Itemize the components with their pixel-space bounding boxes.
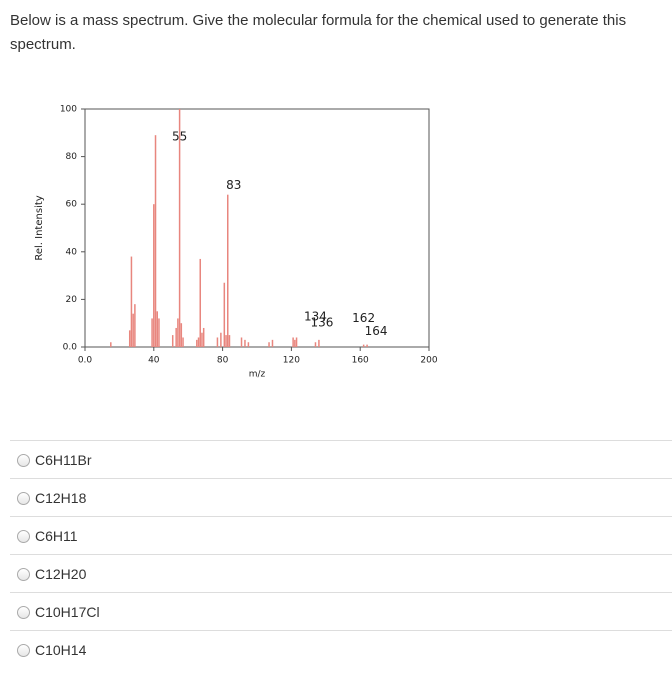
peak <box>240 337 243 347</box>
answer-option[interactable]: C12H20 <box>10 554 672 593</box>
x-tick-label: 40 <box>148 356 160 366</box>
radio-button[interactable] <box>17 530 30 543</box>
peak <box>225 335 227 347</box>
peak <box>180 323 183 347</box>
peak <box>199 258 201 347</box>
peak <box>244 339 246 347</box>
peak <box>220 332 222 347</box>
peak-annotation: 162 <box>352 311 375 325</box>
peak <box>223 282 226 347</box>
peak <box>314 342 317 347</box>
peak-annotation: 83 <box>226 178 241 192</box>
peak <box>196 339 198 347</box>
answer-option[interactable]: C6H11 <box>10 516 672 555</box>
peak <box>177 318 179 347</box>
option-label: C6H11 <box>35 528 78 544</box>
peak <box>175 327 177 347</box>
peak <box>362 344 365 347</box>
peak-annotation: 136 <box>310 315 333 329</box>
y-tick-label: 20 <box>66 295 78 305</box>
peak <box>130 256 133 347</box>
peak <box>197 337 200 347</box>
peak <box>201 332 203 347</box>
peak <box>153 204 155 347</box>
peak <box>247 342 250 347</box>
peak <box>366 344 368 347</box>
option-label: C10H17Cl <box>35 604 100 620</box>
peak <box>156 311 158 347</box>
x-tick-label: 160 <box>352 356 369 366</box>
peak <box>110 342 112 347</box>
question-text: Below is a mass spectrum. Give the molec… <box>10 12 627 53</box>
x-tick-label: 0.0 <box>78 356 93 366</box>
peak <box>202 327 205 347</box>
x-tick-label: 200 <box>420 356 437 366</box>
answer-option[interactable]: C6H11Br <box>10 440 672 479</box>
peak <box>271 339 274 347</box>
peak <box>216 337 219 347</box>
peak <box>154 135 157 347</box>
y-tick-label: 80 <box>66 152 78 162</box>
y-axis-label: Rel. Intensity <box>34 195 45 260</box>
peak <box>128 330 131 347</box>
peak <box>268 342 270 347</box>
radio-button[interactable] <box>17 568 30 581</box>
y-tick-label: 40 <box>66 247 78 257</box>
peak <box>228 335 231 347</box>
peak <box>294 339 296 347</box>
radio-button[interactable] <box>17 492 30 505</box>
radio-button[interactable] <box>17 644 30 657</box>
x-tick-label: 120 <box>283 356 300 366</box>
peak <box>171 335 174 347</box>
peak <box>182 337 184 347</box>
plot-frame <box>84 108 430 348</box>
answer-option[interactable]: C10H14 <box>10 630 672 669</box>
x-axis-label: m/z <box>249 370 266 380</box>
peak <box>178 109 181 347</box>
peak <box>318 339 320 347</box>
peak <box>132 313 134 347</box>
y-tick-label: 0.0 <box>63 343 78 353</box>
x-tick-label: 80 <box>217 356 229 366</box>
peak <box>295 337 298 347</box>
peak-annotation: 55 <box>172 130 187 144</box>
peak <box>227 194 229 347</box>
answer-option[interactable]: C12H18 <box>10 478 672 517</box>
radio-button[interactable] <box>17 454 30 467</box>
y-tick-label: 60 <box>66 200 78 210</box>
radio-button[interactable] <box>17 606 30 619</box>
y-tick-label: 100 <box>60 105 77 115</box>
option-label: C12H20 <box>35 566 87 582</box>
option-label: C6H11Br <box>35 452 92 468</box>
option-label: C12H18 <box>35 490 87 506</box>
option-label: C10H14 <box>35 642 87 658</box>
peak <box>134 304 136 347</box>
peak-annotation: 164 <box>365 324 388 338</box>
peak <box>151 318 153 347</box>
peak <box>158 318 160 347</box>
answer-option[interactable]: C10H17Cl <box>10 592 672 631</box>
peak-annotation: 134 <box>304 310 327 324</box>
peak <box>292 337 294 347</box>
mass-spectrum-chart: 0.0 20 40 60 80 100 0.0 40 80 120 160 200 m/z Rel. In… <box>34 105 438 380</box>
